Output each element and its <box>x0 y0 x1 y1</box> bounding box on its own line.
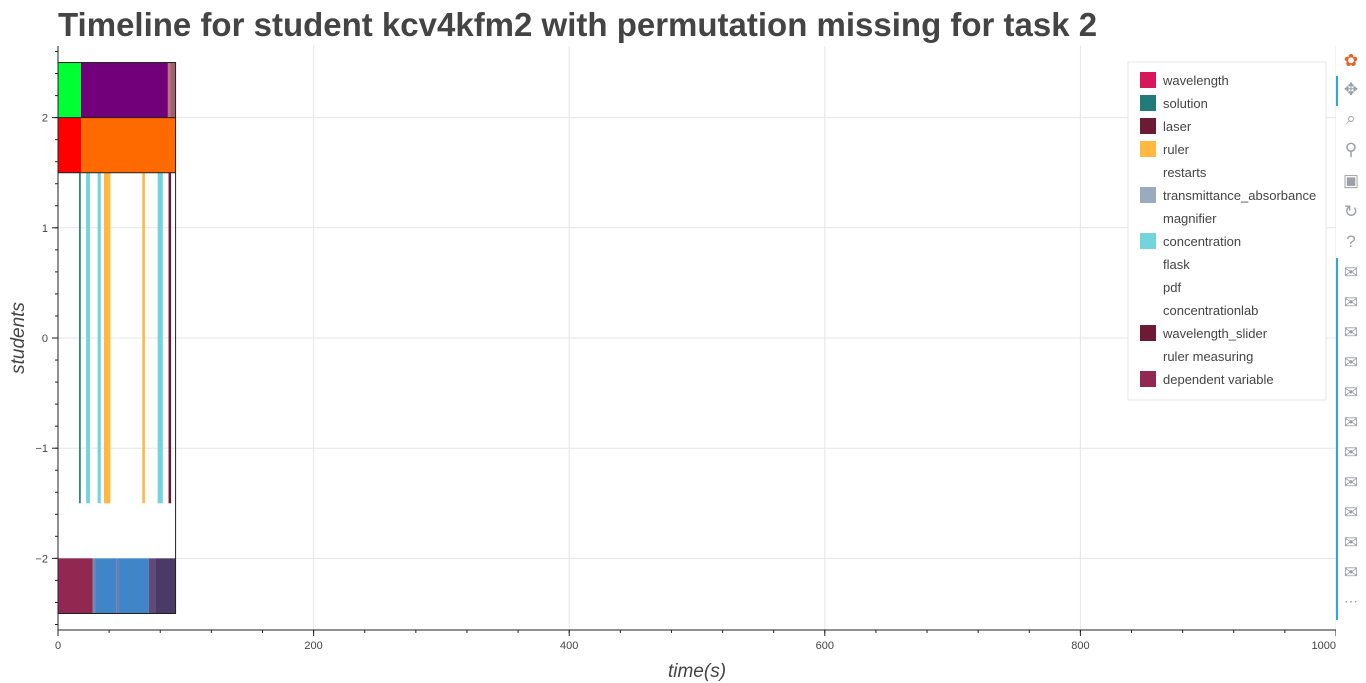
timeline-segment <box>155 558 176 614</box>
legend-label: transmittance_absorbance <box>1163 188 1316 203</box>
timeline-segment <box>170 62 176 118</box>
legend-label: ruler <box>1163 142 1190 157</box>
y-tick-label: 1 <box>42 223 48 235</box>
timeline-segment <box>92 558 96 614</box>
legend-swatch <box>1140 256 1156 272</box>
legend-label: laser <box>1163 119 1192 134</box>
legend-swatch <box>1140 371 1156 387</box>
hover-icon[interactable]: ✉ <box>1343 353 1359 372</box>
bokeh-logo-icon: ✿ <box>1343 51 1359 70</box>
hover-icon[interactable]: ✉ <box>1343 563 1359 582</box>
legend-label: concentration <box>1163 234 1241 249</box>
y-tick-label: −2 <box>35 553 48 565</box>
legend-label: concentrationlab <box>1163 303 1258 318</box>
active-tool-indicator <box>1336 258 1338 620</box>
x-tick-label: 200 <box>304 640 322 652</box>
timeline-segment <box>167 62 171 118</box>
legend-box <box>1127 61 1327 401</box>
legend-swatch <box>1140 325 1156 341</box>
legend-swatch <box>1140 164 1156 180</box>
y-tick-label: 0 <box>42 333 48 345</box>
timeline-segment <box>142 172 145 504</box>
timeline-segment <box>58 117 82 173</box>
timeline-segment <box>168 172 172 504</box>
timeline-segment <box>86 172 90 504</box>
timeline-segment <box>157 172 163 504</box>
legend-label: wavelength_slider <box>1162 326 1268 341</box>
more-icon[interactable]: ⋯ <box>1344 592 1358 609</box>
x-tick-label: 1000 <box>1312 640 1336 652</box>
timeline-segment <box>118 558 149 614</box>
legend-label: magnifier <box>1163 211 1217 226</box>
timeline-segment <box>95 558 117 614</box>
legend-swatch <box>1140 233 1156 249</box>
hover-icon[interactable]: ✉ <box>1343 383 1359 402</box>
y-axis-label: students <box>8 302 29 374</box>
timeline-segment <box>97 172 101 504</box>
legend-label: restarts <box>1163 165 1207 180</box>
page-title: Timeline for student kcv4kfm2 with permu… <box>58 6 1098 43</box>
wheel-zoom-icon[interactable]: ⚲ <box>1344 140 1358 159</box>
legend-swatch <box>1140 95 1156 111</box>
hover-icon[interactable]: ✉ <box>1343 263 1359 282</box>
active-tool-indicator <box>1336 76 1338 106</box>
timeline-segment <box>79 172 81 504</box>
timeline-segment <box>148 558 156 614</box>
hover-icon[interactable]: ✉ <box>1343 323 1359 342</box>
timeline-segment <box>58 558 93 614</box>
timeline-chart: 0 200 400 600 800 1000 2 1 0 −1 −2 time(s) students w… <box>8 46 1336 682</box>
legend-swatch <box>1140 118 1156 134</box>
timeline-segment <box>81 117 176 173</box>
pan-icon[interactable]: ✥ <box>1343 80 1359 99</box>
legend-label: flask <box>1163 257 1190 272</box>
reset-icon[interactable]: ↻ <box>1343 202 1359 221</box>
y-tick-label: 2 <box>42 113 48 125</box>
legend-swatch <box>1140 279 1156 295</box>
help-icon[interactable]: ? <box>1346 232 1356 251</box>
legend-swatch <box>1140 141 1156 157</box>
legend-swatch <box>1140 302 1156 318</box>
legend-swatch <box>1140 72 1156 88</box>
x-tick-label: 0 <box>55 640 61 652</box>
timeline-segment <box>81 62 168 118</box>
toolbar: ✿ ✥ ⌕ ⚲ ▣ ↻? ✉ ✉ ✉ ✉ ✉ ✉ ✉ ✉ ✉ ✉ ✉ ⋯ <box>1336 44 1366 634</box>
y-tick-label: −1 <box>35 443 48 455</box>
timeline-segment <box>58 62 82 118</box>
box-zoom-icon[interactable]: ⌕ <box>1346 109 1356 128</box>
save-icon[interactable]: ▣ <box>1342 171 1360 190</box>
hover-icon[interactable]: ✉ <box>1343 473 1359 492</box>
legend-label: pdf <box>1163 280 1181 295</box>
hover-icon[interactable]: ✉ <box>1343 293 1359 312</box>
legend-label: dependent variable <box>1163 372 1274 387</box>
x-tick-label: 600 <box>816 640 834 652</box>
hover-icon[interactable]: ✉ <box>1343 533 1359 552</box>
timeline-segment <box>104 172 111 504</box>
legend-swatch <box>1140 348 1156 364</box>
x-tick-label: 400 <box>560 640 578 652</box>
hover-icon[interactable]: ✉ <box>1343 443 1359 462</box>
hover-icon[interactable]: ✉ <box>1343 413 1359 432</box>
legend-swatch <box>1140 210 1156 226</box>
x-axis-label: time(s) <box>668 661 726 682</box>
legend-label: wavelength <box>1162 73 1229 88</box>
legend-swatch <box>1140 187 1156 203</box>
x-tick-label: 800 <box>1071 640 1089 652</box>
timeline-segment <box>116 558 119 614</box>
legend-label: solution <box>1163 96 1208 111</box>
hover-icon[interactable]: ✉ <box>1343 503 1359 522</box>
legend-label: ruler measuring <box>1163 349 1253 364</box>
